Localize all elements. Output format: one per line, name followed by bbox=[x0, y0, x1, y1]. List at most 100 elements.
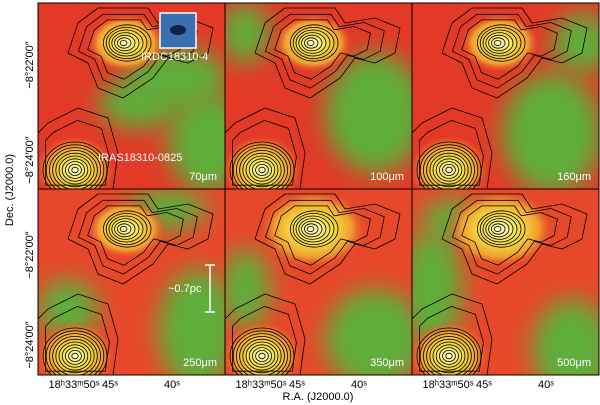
x-tick-label: 40ˢ bbox=[164, 379, 180, 391]
contour bbox=[232, 306, 297, 372]
contour bbox=[87, 205, 184, 266]
contour bbox=[116, 223, 132, 235]
contour bbox=[445, 166, 453, 174]
contour bbox=[102, 210, 152, 248]
cold-region bbox=[225, 3, 270, 63]
contour bbox=[461, 205, 558, 266]
contour bbox=[108, 215, 144, 243]
contour bbox=[225, 293, 306, 375]
contour bbox=[301, 220, 323, 238]
panel bbox=[225, 3, 412, 189]
contour bbox=[488, 220, 510, 238]
contour bbox=[258, 166, 266, 174]
contour bbox=[429, 338, 469, 374]
contour bbox=[438, 161, 459, 179]
contour bbox=[452, 199, 572, 275]
contour bbox=[426, 336, 472, 375]
contour bbox=[229, 327, 295, 375]
contour bbox=[71, 352, 79, 360]
contour bbox=[45, 144, 105, 189]
contour bbox=[423, 333, 475, 375]
cold-region bbox=[98, 78, 178, 128]
contour bbox=[49, 147, 101, 189]
contour bbox=[274, 19, 371, 80]
panel bbox=[225, 189, 412, 375]
contour bbox=[239, 150, 285, 189]
contour bbox=[105, 212, 148, 245]
contour bbox=[254, 7, 401, 99]
contour bbox=[45, 306, 110, 372]
panel-label: 500μm bbox=[557, 357, 591, 369]
contour bbox=[292, 212, 335, 245]
contour bbox=[236, 147, 288, 189]
contour bbox=[491, 223, 506, 235]
contour bbox=[292, 26, 335, 60]
contour bbox=[298, 32, 327, 54]
contour bbox=[119, 225, 128, 232]
contour bbox=[429, 152, 469, 188]
contour bbox=[479, 212, 522, 245]
annotation: ~0.7pc bbox=[168, 283, 202, 295]
contour bbox=[416, 327, 482, 375]
contour bbox=[108, 29, 144, 57]
cold-region bbox=[325, 53, 412, 173]
y-axis-label: Dec. (J2000.0) bbox=[4, 154, 16, 226]
contour bbox=[255, 349, 269, 362]
contour bbox=[61, 158, 89, 182]
contour bbox=[232, 330, 292, 375]
contour bbox=[304, 223, 319, 235]
contour bbox=[42, 141, 108, 189]
contour bbox=[479, 26, 522, 60]
contour bbox=[441, 7, 588, 99]
contour bbox=[78, 199, 198, 275]
contour bbox=[251, 347, 272, 365]
contour bbox=[71, 166, 79, 174]
contour bbox=[49, 333, 101, 375]
contour bbox=[67, 193, 214, 285]
contour bbox=[416, 141, 482, 189]
contour bbox=[412, 293, 493, 375]
contour bbox=[58, 341, 92, 371]
contour bbox=[265, 13, 385, 89]
panel-frame bbox=[411, 188, 600, 376]
zoom-source bbox=[170, 25, 186, 35]
contour bbox=[452, 13, 572, 89]
contour bbox=[432, 155, 466, 185]
contour bbox=[295, 29, 331, 57]
x-tick-label: 18ʰ33ᵐ50ˢ bbox=[423, 379, 474, 391]
contour bbox=[242, 338, 282, 374]
panel-label: 250μm bbox=[183, 357, 217, 369]
cold-region bbox=[412, 229, 462, 349]
cold-region bbox=[168, 93, 225, 189]
contour bbox=[274, 205, 371, 266]
contour bbox=[493, 225, 502, 232]
contour bbox=[67, 7, 214, 99]
contour bbox=[435, 344, 463, 368]
contour bbox=[236, 333, 288, 375]
contour bbox=[426, 150, 472, 189]
contour bbox=[265, 199, 385, 275]
x-tick-label: 40ˢ bbox=[538, 379, 554, 391]
contour bbox=[255, 163, 269, 176]
contour bbox=[58, 155, 92, 185]
contour bbox=[412, 107, 493, 189]
contour bbox=[482, 215, 518, 243]
y-tick-label: −8°24′00″ bbox=[24, 321, 36, 368]
panel-label: 160μm bbox=[557, 171, 591, 183]
contour bbox=[68, 349, 82, 362]
contour bbox=[111, 32, 140, 54]
contour bbox=[245, 341, 279, 371]
x-tick-label: 45ˢ bbox=[289, 379, 305, 391]
contour bbox=[258, 352, 266, 360]
contour bbox=[445, 352, 453, 360]
contour bbox=[38, 107, 119, 189]
contour bbox=[38, 293, 119, 375]
emission-blob bbox=[258, 189, 368, 269]
contour bbox=[78, 13, 198, 89]
x-tick-label: 45ˢ bbox=[102, 379, 118, 391]
cold-region bbox=[158, 269, 225, 375]
x-tick-label: 40ˢ bbox=[351, 379, 367, 391]
contour bbox=[419, 144, 479, 189]
x-tick-label: 45ˢ bbox=[476, 379, 492, 391]
